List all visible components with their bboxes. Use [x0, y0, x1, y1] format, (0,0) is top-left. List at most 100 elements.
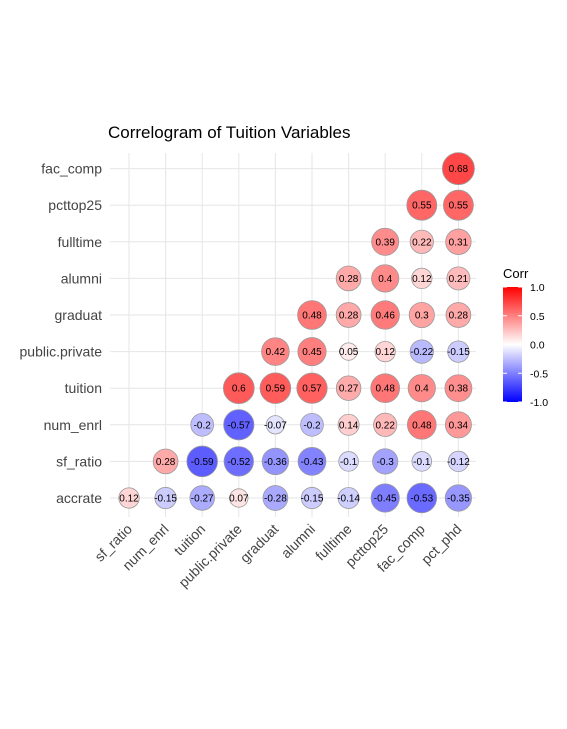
- corr-circle: [335, 302, 362, 328]
- corr-value-label: -0.15: [447, 347, 470, 358]
- color-legend: Corr 1.0 0.5 0.0 -0.5 -1.0: [503, 266, 548, 409]
- corr-value-label: -0.2: [194, 420, 212, 431]
- corr-circle: [265, 415, 286, 435]
- corr-value-label: -0.15: [301, 494, 324, 505]
- corr-value-label: -0.1: [340, 457, 358, 468]
- corr-value-label: -0.07: [264, 420, 287, 431]
- corr-circle: [337, 413, 360, 436]
- corr-value-label: 0.14: [339, 420, 359, 431]
- corr-circle: [229, 488, 249, 508]
- corr-circle: [407, 374, 436, 403]
- corr-value-label: 0.48: [375, 384, 395, 395]
- corr-value-label: 0.28: [339, 274, 359, 285]
- corr-circle: [411, 267, 433, 290]
- y-tick-label: graduat: [55, 307, 103, 323]
- corr-value-label: 0.21: [449, 274, 469, 285]
- corr-circle: [447, 450, 470, 473]
- corr-value-label: 0.48: [412, 420, 432, 431]
- y-axis-labels: accrate sf_ratio num_enrl tuition public.pri…: [20, 161, 103, 506]
- corr-circle: [261, 447, 290, 476]
- corr-value-label: -0.45: [374, 494, 397, 505]
- corr-circle: [443, 189, 474, 221]
- legend-tick-label: 0.5: [530, 311, 545, 323]
- corr-value-label: 0.38: [449, 384, 469, 395]
- corr-circle: [444, 411, 472, 439]
- corr-value-label: -0.3: [377, 457, 395, 468]
- chart-title: Correlogram of Tuition Variables: [108, 123, 351, 142]
- corr-circle: [297, 447, 327, 476]
- y-tick-label: fac_comp: [41, 161, 102, 177]
- corr-circle: [223, 409, 255, 441]
- corr-circle: [372, 448, 399, 475]
- corr-circle: [223, 372, 255, 404]
- corr-value-label: 0.42: [266, 347, 286, 358]
- corr-value-label: -0.1: [413, 457, 431, 468]
- correlation-circles: 0.12 -0.15 -0.27 0.07 -0.28 -0.15 -0.14 -0.45 -0…: [118, 152, 475, 514]
- corr-circle: [409, 229, 434, 254]
- corr-circle: [261, 337, 290, 366]
- corr-circle: [406, 409, 437, 440]
- corr-value-label: 0.6: [232, 384, 246, 395]
- corr-value-label: 0.27: [339, 384, 359, 395]
- corr-value-label: 0.12: [375, 347, 395, 358]
- y-tick-label: public.private: [20, 344, 103, 360]
- corr-circle: [296, 372, 328, 404]
- corr-circle: [300, 486, 324, 510]
- corr-value-label: -0.59: [191, 457, 214, 468]
- corr-value-label: -0.28: [264, 494, 287, 505]
- corr-value-label: -0.2: [303, 420, 321, 431]
- y-tick-label: accrate: [56, 490, 102, 506]
- corr-value-label: 0.4: [415, 384, 429, 395]
- corr-value-label: -0.27: [191, 494, 214, 505]
- corr-value-label: 0.45: [302, 347, 322, 358]
- corr-circle: [446, 266, 471, 291]
- corr-circle: [186, 445, 218, 478]
- y-tick-label: tuition: [65, 380, 102, 396]
- y-tick-label: pcttop25: [48, 197, 102, 213]
- corr-circle: [406, 189, 438, 221]
- corr-value-label: 0.22: [412, 237, 432, 248]
- corr-circle: [335, 375, 362, 401]
- corr-circle: [408, 301, 435, 329]
- legend-tick-label: 1.0: [530, 282, 545, 294]
- corr-circle: [338, 451, 359, 472]
- legend-tick-label: 0.0: [530, 340, 545, 352]
- corr-circle: [373, 412, 398, 437]
- corr-circle: [189, 485, 215, 511]
- corr-value-label: 0.48: [302, 311, 322, 322]
- corr-value-label: 0.4: [378, 274, 392, 285]
- corr-circle: [262, 485, 289, 511]
- corr-circle: [370, 483, 400, 513]
- corr-circle: [406, 482, 438, 514]
- corr-circle: [447, 340, 470, 363]
- corr-circle: [409, 339, 434, 364]
- corr-circle: [335, 265, 362, 292]
- corr-value-label: 0.57: [302, 384, 322, 395]
- corr-circle: [339, 342, 358, 361]
- corr-circle: [337, 487, 360, 509]
- corr-circle: [370, 373, 401, 404]
- corr-circle: [190, 412, 215, 437]
- corr-value-label: 0.07: [229, 494, 249, 505]
- corr-value-label: 0.68: [449, 164, 469, 175]
- corr-circle: [300, 412, 324, 437]
- legend-title: Corr: [503, 266, 529, 281]
- corr-value-label: -0.15: [154, 494, 177, 505]
- corr-value-label: -0.43: [301, 457, 324, 468]
- corr-value-label: 0.28: [339, 311, 359, 322]
- corr-circle: [371, 264, 400, 293]
- corr-value-label: 0.05: [339, 347, 359, 358]
- corr-value-label: -0.12: [447, 457, 470, 468]
- corr-value-label: -0.35: [447, 494, 470, 505]
- legend-tick-label: -0.5: [530, 368, 548, 380]
- corr-value-label: 0.3: [415, 311, 429, 322]
- corr-circle: [371, 227, 400, 256]
- corr-value-label: -0.14: [337, 494, 360, 505]
- corr-value-label: 0.46: [375, 311, 395, 322]
- corr-circle: [154, 486, 177, 510]
- corr-value-label: -0.22: [410, 347, 433, 358]
- corr-value-label: 0.28: [449, 311, 469, 322]
- corr-circle: [444, 374, 473, 403]
- corr-value-label: 0.28: [156, 457, 176, 468]
